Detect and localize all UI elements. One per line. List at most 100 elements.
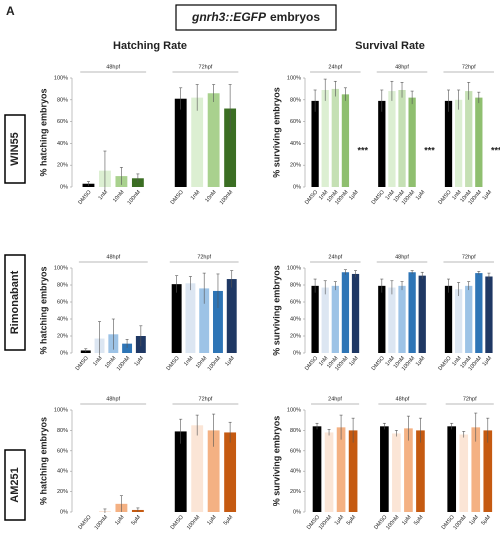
bar [185,283,196,353]
x-tick-label: DMSO [75,355,91,372]
y-tick-label: 0% [60,509,68,515]
x-tick-label: 1μM [482,355,494,367]
y-tick-label: 60% [57,448,68,454]
y-tick-label: 100% [287,265,301,271]
y-axis-label: % surviving embryos [271,87,281,178]
y-tick-label: 80% [290,282,301,288]
y-tick-label: 40% [57,316,68,322]
bar [408,97,416,187]
x-tick-label: 1μM [348,189,360,201]
y-tick-label: 80% [57,97,68,103]
bar [398,285,406,353]
annotation: *** [358,145,369,155]
group-label: 72hpf [463,396,477,402]
bar [213,290,223,353]
x-tick-label: 5μM [130,514,142,526]
bar [311,285,319,353]
bar [471,427,481,512]
x-tick-label: 5μM [223,514,235,526]
x-tick-label: 100nM [452,514,468,531]
x-tick-label: 100nM [207,355,223,372]
y-tick-label: 40% [290,469,301,475]
title-italic: gnrh3::EGFP [191,10,267,24]
figure-title: gnrh3::EGFP embryos [191,10,320,24]
y-tick-label: 100% [54,265,68,271]
x-tick-label: 100nM [186,514,202,531]
panel-label: A [6,4,15,18]
bar [378,285,386,353]
group-label: 24hpf [328,64,342,70]
row-label: Rimonabant [9,270,21,334]
x-tick-label: 1μM [415,189,427,201]
x-tick-label: 1nM [385,355,397,367]
y-tick-label: 20% [290,489,301,495]
x-tick-label: 1μM [401,514,413,526]
x-tick-label: 100nM [385,514,401,531]
bar [341,272,350,353]
x-tick-label: 1nM [385,189,397,201]
x-tick-label: 1μM [224,355,236,367]
bar [454,99,463,187]
x-tick-label: 5μM [413,514,425,526]
x-tick-label: 10nM [112,189,126,204]
bar [465,285,473,353]
bar [485,276,493,353]
y-tick-label: 20% [57,489,68,495]
y-tick-label: 20% [290,163,301,169]
bar [348,430,358,512]
y-tick-label: 100% [54,407,68,413]
bar [336,427,346,512]
x-tick-label: 5μM [480,514,492,526]
bar [408,272,416,353]
bar [388,91,396,187]
group-label: 72hpf [462,64,476,70]
group-label: 48hpf [395,254,409,260]
x-tick-label: 1μM [348,355,360,367]
group-label: 72hpf [197,254,211,260]
bar [398,89,406,187]
annotation: *** [491,145,500,155]
bar [224,108,237,187]
x-tick-label: 100nM [116,355,132,372]
y-tick-label: 100% [287,407,301,413]
y-tick-label: 80% [290,428,301,434]
x-tick-label: 1μM [206,514,218,526]
y-tick-label: 100% [54,75,68,81]
y-tick-label: 80% [57,282,68,288]
bar [331,88,339,187]
bar [224,432,237,512]
x-tick-label: 100nM [219,189,235,206]
x-tick-label: 100nM [94,514,110,531]
bar [191,97,204,187]
y-tick-label: 40% [290,141,301,147]
bar [226,279,237,353]
bar [199,288,210,353]
title-plain: embryos [270,10,320,24]
bar [475,97,483,187]
x-tick-label: 1nM [92,355,104,367]
y-tick-label: 60% [290,119,301,125]
y-tick-label: 20% [290,333,301,339]
bar [312,426,322,512]
y-tick-label: 0% [60,350,68,356]
bar [341,94,350,187]
x-tick-label: 1nM [318,189,330,201]
row-label: WIN55 [9,132,21,166]
row-label-box [4,449,26,521]
bar [378,100,386,187]
group-label: 72hpf [462,254,476,260]
group-label: 48hpf [106,396,120,402]
bar [388,287,396,353]
bar [311,100,319,187]
bar [454,289,463,353]
bar [324,432,334,512]
x-tick-label: 1μM [133,355,145,367]
x-tick-label: 1nM [98,189,110,201]
x-tick-label: 100nM [127,189,143,206]
bar [475,273,483,353]
row-label: AM251 [9,467,21,502]
y-tick-label: 20% [57,163,68,169]
x-tick-label: 1nM [451,355,463,367]
bar [444,285,453,353]
